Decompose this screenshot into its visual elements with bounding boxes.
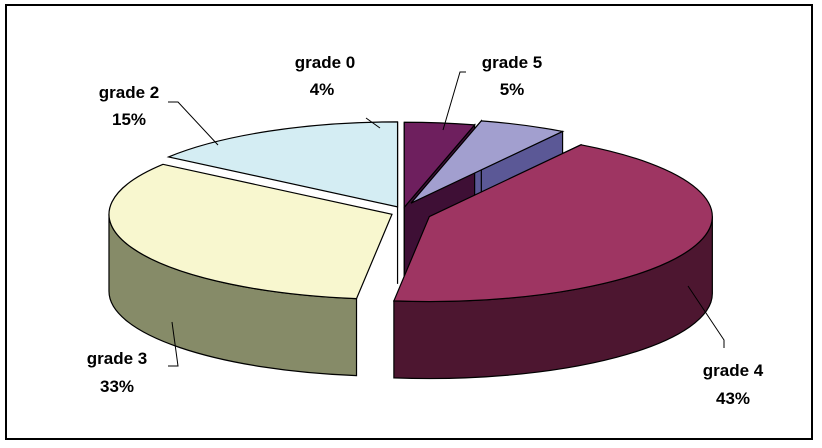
leader-lines	[168, 71, 725, 367]
pie-slice-grade-4	[392, 144, 713, 303]
slice-percent-grade-3: 33%	[100, 377, 134, 396]
slice-labels: grade 0 4% grade 5 5% grade 4 43% grade 3 33% gr…	[87, 53, 764, 408]
leader-line-grade-5	[442, 71, 466, 131]
slice-percent-grade-0: 4%	[310, 80, 335, 99]
slice-label-grade-3: grade 3	[87, 349, 147, 368]
slice-label-grade-4: grade 4	[703, 361, 764, 380]
pie-slice-grade-2	[166, 121, 399, 208]
slice-percent-grade-4: 43%	[716, 389, 750, 408]
slice-percent-grade-5: 5%	[500, 80, 525, 99]
leader-line-grade-0	[365, 117, 381, 129]
leader-line-grade-3	[168, 321, 179, 367]
leader-line-grade-4	[687, 285, 725, 348]
pie-slice-grade-3	[108, 163, 393, 300]
slice-percent-grade-2: 15%	[112, 110, 146, 129]
leader-line-grade-2	[168, 101, 219, 146]
slice-label-grade-2: grade 2	[99, 83, 159, 102]
pie-slice-grade-5	[410, 120, 565, 204]
pie-slice-grade-0	[403, 121, 476, 209]
slice-label-grade-5: grade 5	[482, 53, 542, 72]
slice-label-grade-0: grade 0	[295, 53, 355, 72]
pie-tops	[108, 120, 713, 303]
